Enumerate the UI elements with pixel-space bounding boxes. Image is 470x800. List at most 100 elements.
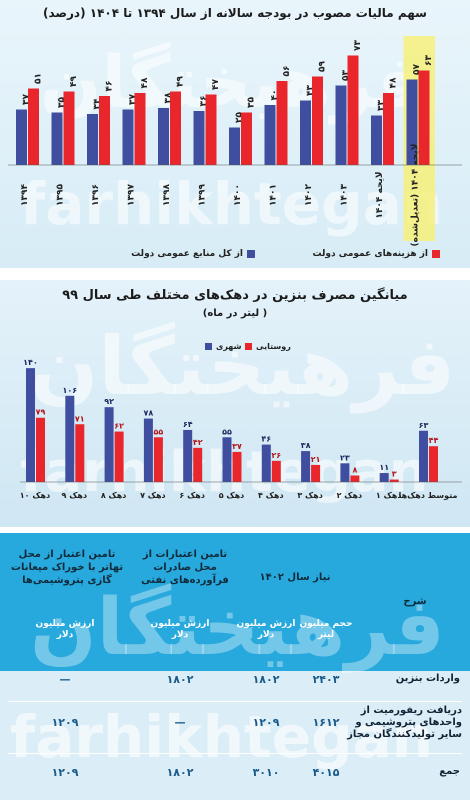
label2-s2-3: ۵۵ bbox=[154, 427, 164, 436]
label1-s2-8: ۵۹ bbox=[318, 61, 328, 72]
label2-s2-0: ۷۹ bbox=[36, 408, 46, 417]
label2-s2-1: ۷۱ bbox=[75, 414, 85, 423]
label2-s1-9: ۱۱ bbox=[379, 463, 389, 472]
bar2-s2-9 bbox=[389, 479, 399, 482]
label1-s2-10: ۴۸ bbox=[389, 77, 399, 88]
label2-s1-8: ۲۳ bbox=[340, 453, 350, 462]
legend2-urban: شهری bbox=[205, 342, 241, 351]
row3-need-value: ۳۰۱۰ bbox=[252, 766, 280, 779]
tick1-6: ۱۴۰۰ bbox=[233, 184, 243, 206]
bar1-s1-3 bbox=[122, 109, 134, 165]
legend2-swatch-red bbox=[245, 343, 252, 350]
header-export: تامین اعتبارات از محل صادرات فرآورده‌های… bbox=[141, 549, 229, 586]
bar2-s1-4 bbox=[183, 429, 193, 482]
bar2-s1-1 bbox=[65, 395, 75, 482]
separator-1 bbox=[0, 268, 470, 280]
bar2-s1-0 bbox=[26, 368, 35, 482]
tick1-2: ۱۳۹۶ bbox=[91, 184, 101, 206]
tick2-10: متوسط دهک‌ها bbox=[399, 491, 458, 500]
row3-export: ۱۸۰۲ bbox=[166, 766, 194, 779]
label1-s1-10: ۳۳ bbox=[377, 100, 387, 111]
bar1-s2-8 bbox=[312, 76, 323, 165]
row2-volume: ۱۶۱۲ bbox=[312, 716, 340, 729]
tick1-11: لایحه ۱۴۰۴ (تعدیل‌شده) bbox=[411, 144, 421, 247]
subheader-value1: ارزش میلیون دلار bbox=[236, 619, 296, 640]
tick2-8: دهک ۲ bbox=[337, 491, 363, 500]
label1-s1-9: ۵۳ bbox=[341, 70, 351, 81]
row-divider-1 bbox=[8, 701, 462, 702]
row2-export: — bbox=[174, 716, 186, 729]
bar1-s2-1 bbox=[63, 91, 75, 165]
legend1-series1: از کل منابع عمومی دولت bbox=[131, 249, 255, 259]
label2-s1-6: ۴۶ bbox=[261, 435, 271, 444]
bar1-s2-7 bbox=[276, 81, 288, 165]
bar1-s1-6 bbox=[229, 127, 240, 165]
separator-2 bbox=[0, 527, 470, 533]
bar1-s1-1 bbox=[51, 112, 63, 165]
bar1-s2-10 bbox=[383, 93, 394, 165]
bar2-s2-1 bbox=[75, 424, 85, 482]
bar2-s1-5 bbox=[222, 437, 232, 482]
label1-s1-6: ۲۵ bbox=[235, 112, 245, 123]
bar2-s2-6 bbox=[271, 460, 281, 482]
row1-label: واردات بنزین bbox=[395, 673, 460, 684]
label1-s1-7: ۴۰ bbox=[270, 90, 280, 101]
bar2-s2-3 bbox=[153, 437, 163, 482]
bar1-s1-8 bbox=[300, 100, 311, 165]
bar2-s2-4 bbox=[193, 447, 203, 482]
table-subheader bbox=[0, 621, 470, 671]
tick1-0: ۱۳۹۴ bbox=[20, 184, 30, 206]
bar1-s2-0 bbox=[28, 88, 39, 165]
label1-s1-1: ۳۵ bbox=[57, 97, 67, 108]
bar1-s2-4 bbox=[170, 91, 181, 165]
bar1-s1-11 bbox=[406, 79, 418, 165]
bar2-s1-2 bbox=[104, 407, 114, 482]
header-petro: تامین اعتبار از محل تهاتر با خوراک میعان… bbox=[10, 549, 124, 586]
label2-s1-2: ۹۲ bbox=[104, 397, 114, 406]
bar1-s1-0 bbox=[16, 109, 27, 165]
bar1-s2-2 bbox=[99, 96, 110, 165]
label2-s2-2: ۶۲ bbox=[114, 422, 124, 431]
row3-volume: ۴۰۱۵ bbox=[312, 766, 340, 779]
label1-s1-0: ۳۷ bbox=[22, 94, 32, 105]
label1-s2-7: ۵۶ bbox=[282, 66, 292, 77]
label1-s2-1: ۴۹ bbox=[69, 76, 79, 87]
legend1-swatch-blue bbox=[247, 250, 255, 258]
legend2-swatch-blue bbox=[205, 343, 212, 350]
label1-s2-6: ۳۵ bbox=[247, 97, 257, 108]
row-divider-2 bbox=[8, 753, 462, 754]
label2-s1-1: ۱۰۶ bbox=[62, 386, 77, 395]
label2-s2-5: ۳۷ bbox=[232, 442, 242, 451]
legend1-swatch-red bbox=[432, 250, 440, 258]
row3-petro: ۱۲۰۹ bbox=[51, 766, 79, 779]
gasoline-deciles-chart-panel: فرهیختگان farhikhtegan میانگین مصرف بنزی… bbox=[0, 280, 470, 527]
bar1-s2-5 bbox=[205, 94, 217, 165]
legend2-label-urban: شهری bbox=[216, 342, 242, 351]
bar1-s1-5 bbox=[193, 111, 205, 165]
tick1-10: لایحه ۱۴۰۴ bbox=[375, 171, 385, 218]
label1-s2-2: ۴۶ bbox=[105, 81, 115, 92]
bar1-s2-11 bbox=[418, 70, 430, 165]
row2-petro: ۱۲۰۹ bbox=[51, 716, 79, 729]
label1-s2-11: ۶۳ bbox=[424, 55, 434, 66]
bar1-s1-7 bbox=[264, 105, 276, 165]
label2-s2-6: ۲۶ bbox=[271, 451, 281, 460]
bar2-s2-5 bbox=[232, 451, 242, 482]
row2-need-value: ۱۲۰۹ bbox=[252, 716, 280, 729]
tick1-8: ۱۴۰۲ bbox=[304, 184, 314, 206]
tick2-6: دهک ۴ bbox=[258, 491, 284, 500]
bar1-s1-9 bbox=[335, 85, 347, 165]
bar2-s1-6 bbox=[261, 444, 271, 482]
bar1-s1-2 bbox=[87, 114, 98, 165]
bar2-s1-3 bbox=[143, 418, 153, 482]
tick2-3: دهک ۷ bbox=[140, 491, 166, 500]
tax-share-chart-panel: فرهیختگان farhikhtegan سهم مالیات مصوب د… bbox=[0, 0, 470, 268]
tick2-0: دهک ۱۰ bbox=[20, 491, 50, 500]
bar2-s1-8 bbox=[340, 463, 350, 482]
label1-s2-3: ۴۸ bbox=[140, 77, 150, 88]
gasoline-import-table: فرهیختگان farhikhtegan تامین اعتبار از م… bbox=[0, 533, 470, 800]
header-sharh: شرح bbox=[403, 596, 427, 607]
label2-s2-9: ۳ bbox=[392, 470, 397, 479]
label2-s1-7: ۳۸ bbox=[301, 441, 311, 450]
